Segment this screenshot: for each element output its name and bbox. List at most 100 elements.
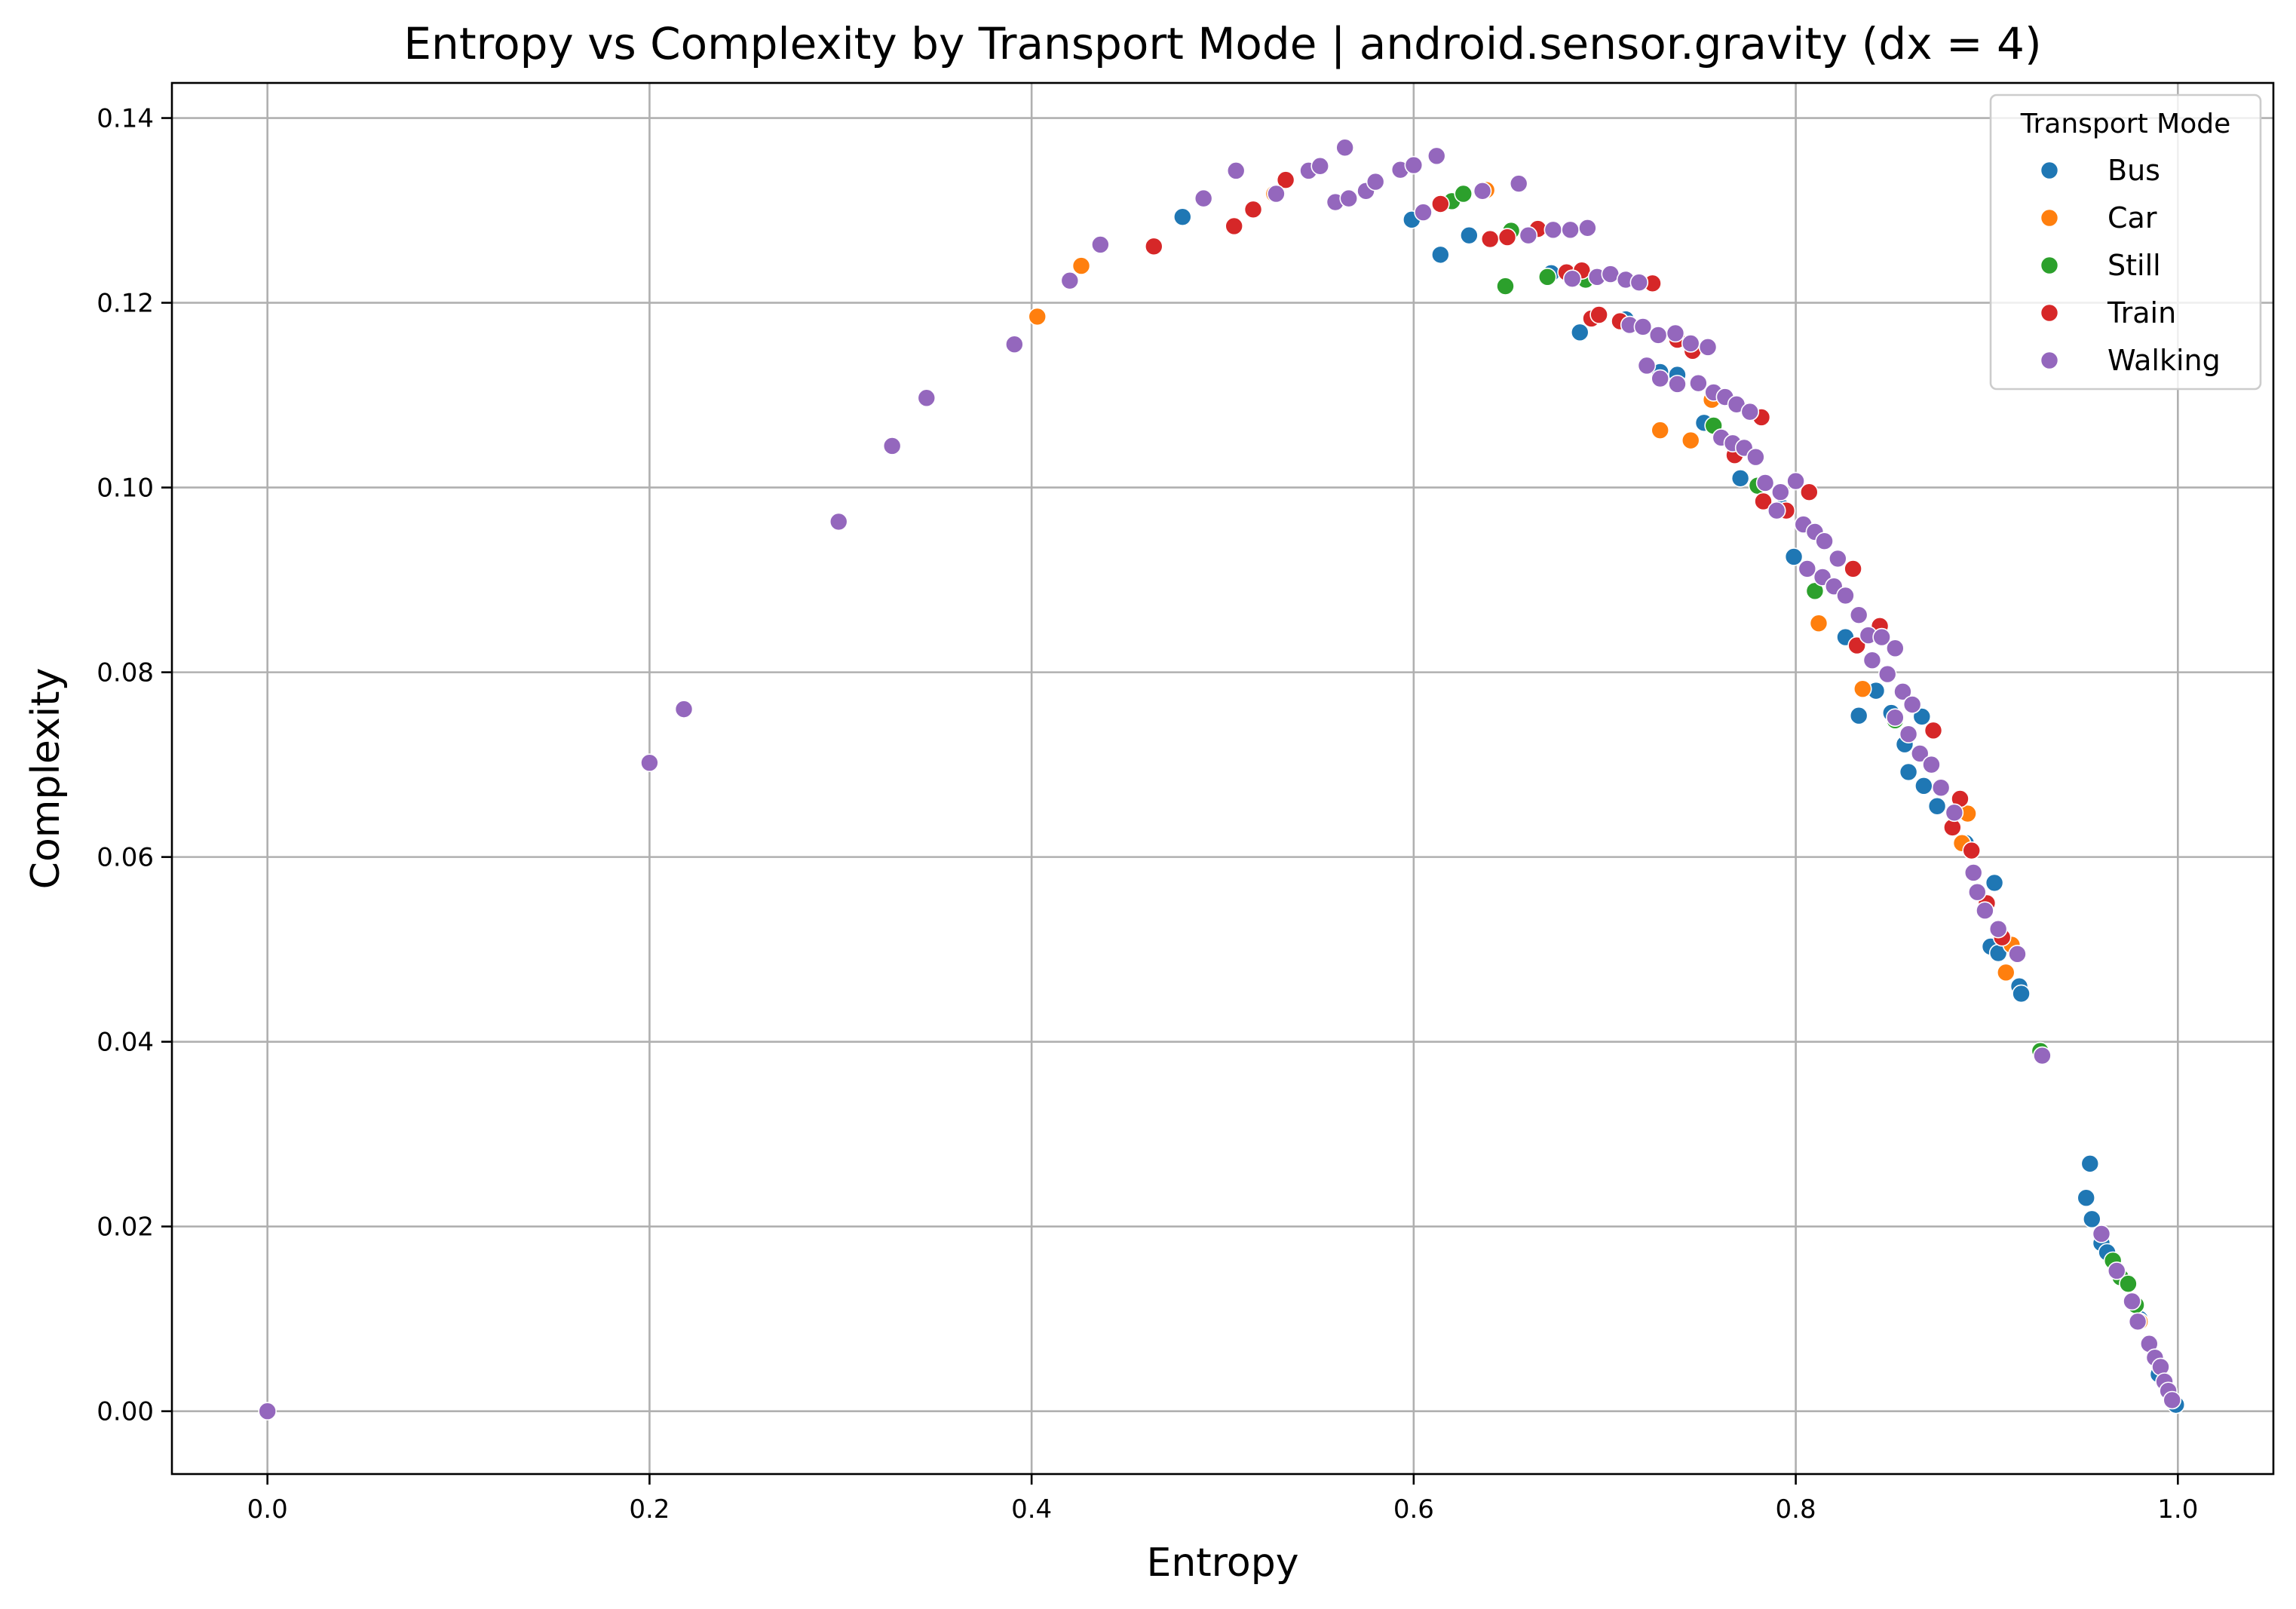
data-point (1878, 664, 1897, 684)
data-point (1689, 373, 1708, 393)
x-tick-label: 0.8 (1776, 1494, 1816, 1525)
y-axis-label: Complexity (23, 668, 69, 890)
legend-title: Transport Mode (2020, 109, 2230, 139)
data-point (1996, 963, 2016, 982)
y-tick-label: 0.12 (97, 289, 154, 319)
data-point (1651, 421, 1670, 440)
data-point (1427, 146, 1446, 166)
data-point (2128, 1312, 2147, 1332)
legend-item-train: Train (2040, 296, 2176, 329)
data-point (1681, 334, 1700, 353)
data-point (1910, 744, 1930, 763)
data-point (1648, 326, 1668, 345)
data-point (1985, 873, 2004, 893)
legend-label: Still (2107, 249, 2161, 282)
data-point (1005, 335, 1024, 354)
data-point (2083, 1209, 2101, 1229)
data-point (1460, 225, 1479, 245)
data-point (2080, 1154, 2100, 1173)
data-point (1698, 338, 1718, 357)
data-point (258, 1402, 277, 1421)
data-point (1962, 841, 1981, 860)
legend-marker (2040, 256, 2059, 275)
data-point (1862, 651, 1882, 670)
data-point (1629, 273, 1649, 292)
data-point (1902, 695, 1922, 714)
data-point (1809, 614, 1829, 633)
data-point (1225, 216, 1244, 236)
data-point (674, 700, 694, 719)
data-point (1976, 901, 1994, 920)
data-point (1194, 188, 1213, 208)
y-tick-label: 0.04 (97, 1028, 154, 1058)
data-point (1668, 375, 1687, 394)
data-point (1746, 447, 1765, 467)
data-point (1784, 547, 1804, 566)
data-point (1829, 549, 1847, 569)
data-point (1335, 138, 1354, 158)
data-point (2012, 984, 2031, 1004)
legend-marker (2040, 351, 2059, 370)
x-axis-label: Entropy (1146, 1540, 1298, 1586)
data-point (1173, 207, 1192, 226)
data-point (1771, 483, 1790, 502)
x-tick-label: 0.4 (1011, 1494, 1052, 1525)
y-tick-label: 0.08 (97, 658, 154, 688)
data-point (1570, 323, 1589, 342)
data-point (1519, 225, 1538, 245)
legend-marker (2040, 161, 2059, 180)
series-walking (258, 138, 2182, 1421)
data-point (2077, 1188, 2096, 1207)
data-point (1431, 245, 1450, 265)
data-point (1740, 402, 1760, 421)
data-point (1844, 559, 1862, 578)
data-point (1091, 235, 1110, 254)
data-point (882, 437, 902, 455)
data-point (1226, 161, 1246, 180)
data-point (1310, 156, 1330, 176)
data-point (917, 388, 936, 408)
data-point (1404, 155, 1424, 175)
data-point (1561, 220, 1580, 240)
data-point (1767, 501, 1786, 520)
data-point (1144, 237, 1163, 256)
data-point (1967, 882, 1987, 902)
data-point (2163, 1390, 2182, 1410)
data-point (2008, 944, 2027, 964)
data-point (1276, 170, 1295, 189)
legend-label: Train (2107, 296, 2176, 329)
data-point (1509, 174, 1528, 193)
data-point (1243, 200, 1263, 219)
data-point (2119, 1274, 2138, 1293)
legend-item-bus: Bus (2040, 154, 2160, 187)
data-point (1800, 483, 1819, 502)
chart-title: Entropy vs Complexity by Transport Mode … (403, 18, 2041, 69)
data-points (258, 138, 2186, 1421)
legend-label: Car (2107, 201, 2157, 234)
data-point (1414, 203, 1433, 222)
y-tick-label: 0.00 (97, 1397, 154, 1427)
data-point (1815, 532, 1834, 550)
data-point (1681, 431, 1700, 450)
y-tick-label: 0.14 (97, 104, 154, 134)
data-point (1945, 803, 1964, 823)
data-point (1927, 796, 1947, 816)
y-tick-label: 0.10 (97, 474, 154, 504)
data-point (1473, 182, 1492, 201)
legend: Transport Mode Bus Car Still Train Walking (1989, 93, 2262, 391)
data-point (1922, 755, 1941, 774)
data-point (1914, 777, 1933, 795)
data-point (1497, 228, 1517, 247)
data-point (1853, 679, 1872, 698)
plot-frame (170, 81, 2275, 1476)
data-point (1798, 559, 1817, 578)
legend-items: Bus Car Still Train Walking (2040, 154, 2221, 377)
data-point (829, 512, 848, 532)
data-point (1872, 627, 1891, 647)
data-point (1366, 172, 1385, 192)
data-point (1543, 220, 1563, 240)
y-tick-label: 0.02 (97, 1212, 154, 1243)
data-point (1537, 267, 1557, 287)
